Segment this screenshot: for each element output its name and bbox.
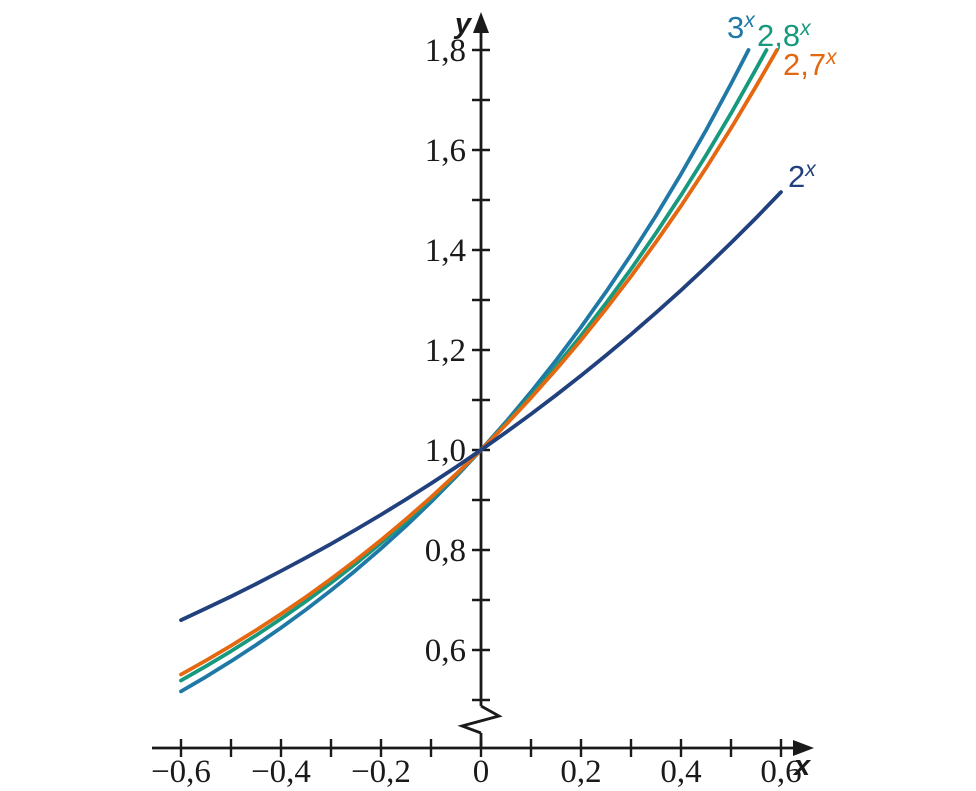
curve-label-exponent: x [804, 158, 817, 181]
x-tick-label: −0,2 [351, 754, 411, 790]
y-tick-label: 1,2 [425, 333, 466, 369]
curve-label-exponent: x [743, 9, 756, 32]
y-tick-label: 1,6 [425, 133, 466, 169]
curve-label-2-7x: 2,7x [783, 46, 838, 82]
axis-ticks [179, 48, 783, 757]
curve-label-base: 3 [727, 10, 744, 45]
x-tick-label: 0,4 [660, 754, 701, 790]
y-axis-title: y [453, 8, 473, 40]
x-tick-label: 0 [473, 754, 490, 790]
curve-label-exponent: x [799, 17, 812, 40]
curve-label-base: 2 [788, 159, 805, 194]
curve-label-exponent: x [825, 46, 838, 69]
curve-2x [179, 190, 783, 622]
curve-label-2-8x: 2,8x [757, 17, 812, 53]
x-axis [152, 740, 814, 756]
x-tick-label: −0,6 [151, 754, 211, 790]
y-axis [457, 12, 503, 748]
y-axis-break-squiggle [457, 704, 503, 735]
y-tick-label: 1,8 [425, 33, 466, 69]
curves [179, 48, 783, 694]
curve-label-3x: 3x [727, 9, 756, 45]
curve-2-8x [179, 48, 769, 683]
tick-labels: −0,6 −0,4 −0,2 0 0,2 0,4 0,60,60,81,01,21,41,6… [151, 33, 802, 790]
x-tick-label: 0,6 [760, 754, 801, 790]
x-tick-label: −0,4 [251, 754, 311, 790]
y-tick-label: 0,6 [425, 633, 466, 669]
y-tick-label: 0,8 [425, 533, 466, 569]
x-axis-arrow [793, 740, 814, 756]
curve-label-base: 2,8 [757, 18, 800, 53]
curve-2-7x [179, 48, 779, 677]
x-tick-label: 0,2 [560, 754, 601, 790]
y-tick-label: 1,4 [425, 233, 466, 269]
curve-label-2x: 2x [788, 158, 817, 194]
x-axis-title: x [792, 750, 812, 782]
curve-label-base: 2,7 [783, 47, 826, 82]
y-axis-arrow [473, 12, 489, 33]
